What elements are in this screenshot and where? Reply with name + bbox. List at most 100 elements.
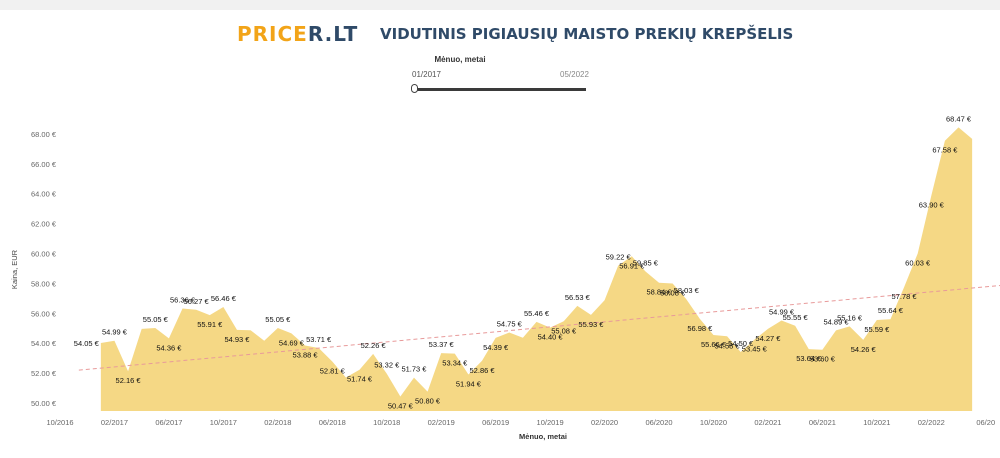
data-label: 54.93 € — [224, 335, 250, 344]
data-label: 54.39 € — [483, 343, 509, 352]
data-label: 58.84 € — [646, 288, 672, 297]
data-label: 54.05 € — [74, 339, 100, 348]
filter-end-value: 05/2022 — [560, 70, 589, 79]
x-tick-label: 10/2017 — [210, 418, 237, 427]
y-tick-label: 64.00 € — [31, 190, 57, 199]
data-label: 55.08 € — [551, 326, 577, 335]
data-label: 59.85 € — [633, 258, 659, 267]
x-tick-label: 10/2020 — [700, 418, 727, 427]
pricer-logo: PRICER.LT — [237, 22, 358, 46]
data-label: 54.75 € — [497, 320, 523, 329]
data-label: 55.55 € — [783, 313, 809, 322]
y-tick-label: 66.00 € — [31, 160, 57, 169]
x-tick-label: 06/2017 — [155, 418, 182, 427]
data-label: 60.03 € — [905, 259, 931, 268]
data-label: 55.91 € — [197, 320, 223, 329]
y-tick-label: 50.00 € — [31, 399, 57, 408]
date-range-slider-handle[interactable] — [411, 84, 418, 93]
data-label: 58.03 € — [674, 286, 700, 295]
data-label: 54.27 € — [755, 334, 781, 343]
data-label: 56.46 € — [211, 294, 237, 303]
data-label: 52.81 € — [320, 367, 346, 376]
data-label: 50.80 € — [415, 397, 441, 406]
filter-start-value: 01/2017 — [412, 70, 441, 79]
data-label: 53.60 € — [810, 355, 836, 364]
data-label: 54.89 € — [823, 317, 849, 326]
data-label: 56.91 € — [619, 261, 645, 270]
data-label: 67.58 € — [932, 146, 958, 155]
x-tick-label: 02/2018 — [264, 418, 291, 427]
data-label: 50.47 € — [388, 401, 414, 410]
chart-title: VIDUTINIS PIGIAUSIŲ MAISTO PREKIŲ KREPŠE… — [380, 25, 794, 43]
data-label: 55.05 € — [265, 315, 291, 324]
price-area — [100, 127, 973, 411]
logo-part-2: R.LT — [307, 22, 359, 46]
x-tick-label: 10/2021 — [863, 418, 890, 427]
y-tick-label: 58.00 € — [31, 279, 57, 288]
x-tick-label: 02/2019 — [428, 418, 455, 427]
data-label: 57.78 € — [892, 292, 918, 301]
trend-line — [78, 284, 1000, 371]
data-label: 53.32 € — [374, 361, 400, 370]
data-label: 54.50 € — [728, 339, 754, 348]
data-label: 52.86 € — [470, 366, 496, 375]
x-tick-label: 10/2018 — [373, 418, 400, 427]
x-tick-label: 10/2016 — [46, 418, 73, 427]
y-tick-label: 52.00 € — [31, 369, 57, 378]
data-label: 55.46 € — [524, 309, 550, 318]
y-tick-label: 56.00 € — [31, 309, 57, 318]
data-label: 53.71 € — [306, 335, 332, 344]
y-tick-label: 54.00 € — [31, 339, 57, 348]
data-label: 56.27 € — [184, 297, 210, 306]
data-label: 54.36 € — [156, 343, 182, 352]
data-label: 53.45 € — [742, 345, 768, 354]
data-label: 55.05 € — [143, 315, 169, 324]
data-label: 58.08 € — [660, 288, 686, 297]
y-tick-label: 62.00 € — [31, 220, 57, 229]
x-axis-title: Mėnuo, metai — [519, 432, 567, 441]
top-bar — [0, 0, 1000, 10]
date-range-slider-track[interactable] — [414, 88, 586, 91]
x-tick-label: 06/2019 — [482, 418, 509, 427]
data-label: 68.47 € — [946, 114, 972, 123]
logo-part-1: PRICE — [237, 22, 308, 46]
data-label: 54.40 € — [538, 333, 564, 342]
x-tick-label: 02/2020 — [591, 418, 618, 427]
x-tick-label: 06/2018 — [319, 418, 346, 427]
data-label: 55.16 € — [837, 313, 863, 322]
data-label: 51.73 € — [401, 365, 427, 374]
x-tick-label: 06/2021 — [809, 418, 836, 427]
data-label: 51.94 € — [456, 380, 482, 389]
y-axis-title: Kaina, EUR — [10, 249, 19, 289]
x-tick-label: 10/2019 — [537, 418, 564, 427]
data-label: 56.36 € — [170, 295, 196, 304]
data-label: 52.16 € — [116, 376, 142, 385]
x-tick-label: 02/2021 — [754, 418, 781, 427]
data-label: 54.69 € — [279, 338, 305, 347]
y-tick-label: 60.00 € — [31, 250, 57, 259]
data-label: 54.99 € — [102, 328, 128, 337]
filter-label: Mėnuo, metai — [434, 55, 486, 64]
x-tick-label: 02/2022 — [918, 418, 945, 427]
data-label: 56.53 € — [565, 293, 591, 302]
x-tick-label: 06/20 — [976, 418, 995, 427]
data-label: 55.93 € — [578, 320, 604, 329]
data-label: 54.99 € — [769, 308, 795, 317]
data-label: 55.59 € — [864, 325, 890, 334]
data-label: 55.64 € — [878, 306, 904, 315]
data-label: 59.22 € — [606, 253, 632, 262]
data-label: 53.88 € — [293, 351, 319, 360]
data-label: 53.34 € — [442, 359, 468, 368]
x-tick-label: 02/2017 — [101, 418, 128, 427]
data-label: 56.98 € — [687, 324, 713, 333]
x-tick-label: 06/2020 — [645, 418, 672, 427]
data-label: 53.37 € — [429, 340, 455, 349]
data-label: 54.26 € — [851, 345, 877, 354]
data-label: 53.64 € — [796, 354, 822, 363]
data-label: 54.58 € — [715, 341, 741, 350]
data-label: 63.90 € — [919, 201, 945, 210]
data-label: 55.66 € — [701, 340, 727, 349]
data-label: 52.26 € — [361, 341, 387, 350]
y-tick-label: 68.00 € — [31, 130, 57, 139]
